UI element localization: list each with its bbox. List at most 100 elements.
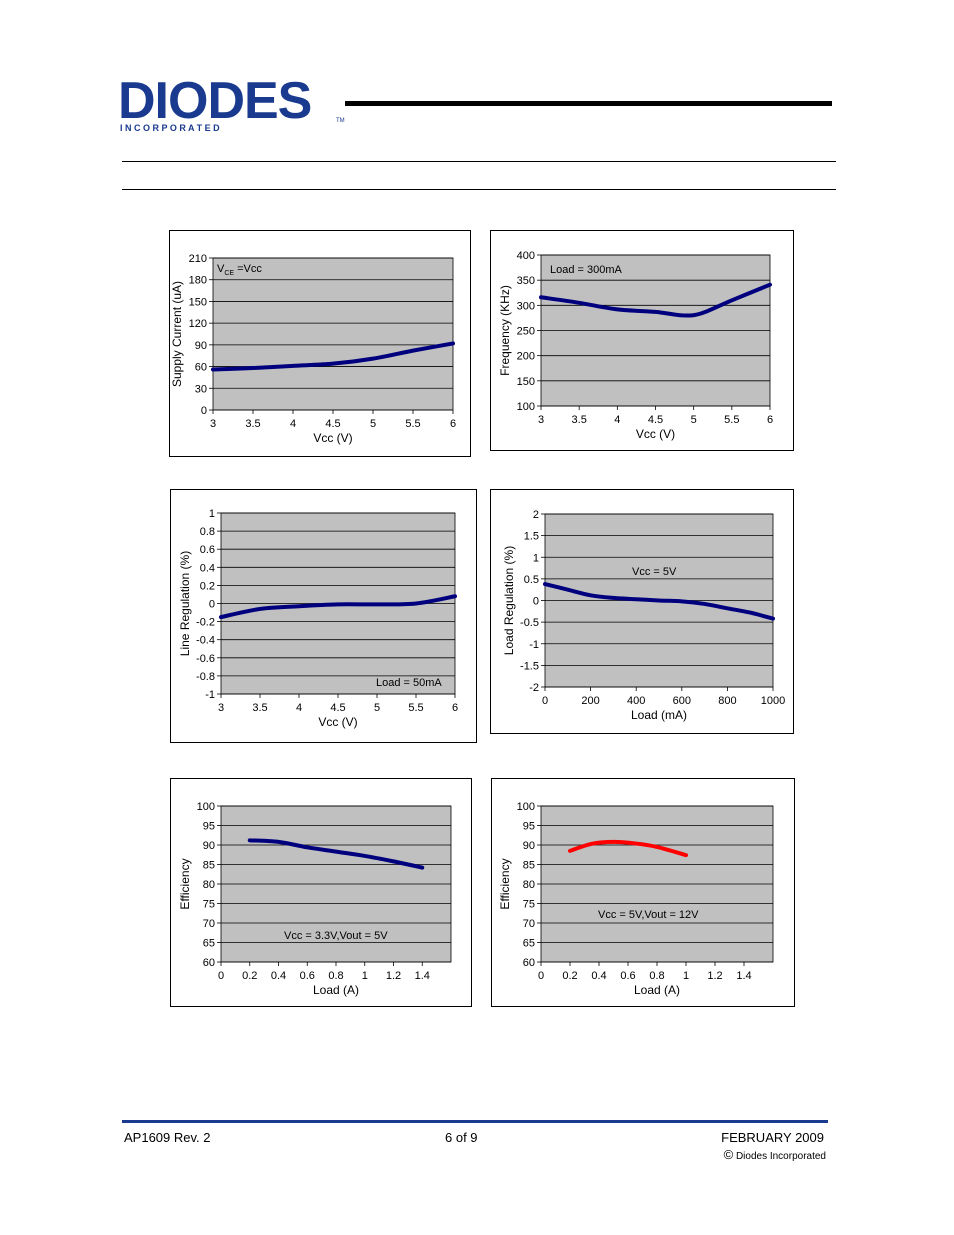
x-tick-label: 3.5 [252, 702, 267, 714]
data-point [681, 314, 683, 316]
data-point [252, 367, 254, 369]
x-tick-label: 4 [296, 702, 302, 714]
chart-efficiency-12v: 60 65 70 75 80 85 90 95 100 0 0.2 0.4 0.6 0.8 1 1.2 1.4 L… [491, 778, 795, 1007]
data-point [731, 299, 733, 301]
x-tick-label: 800 [718, 695, 736, 707]
y-tick-label: 350 [517, 275, 535, 287]
footer-part-number: AP1609 Rev. 2 [124, 1130, 211, 1145]
data-point [454, 595, 456, 597]
data-point [590, 594, 592, 596]
data-point [332, 363, 334, 365]
chart-annotation: Load = 300mA [550, 264, 623, 276]
diodes-logo: DIODES I N C O R P O R A T E D TM [118, 72, 348, 134]
x-axis-label: Load (A) [634, 983, 680, 997]
x-tick-label: 3.5 [572, 414, 587, 426]
chart-supply-current: 0 30 60 90 120 150 180 210 3 3.5 4 4.5 5 5.5 6 Vcc (V) S… [169, 230, 471, 457]
data-point [656, 846, 658, 848]
x-tick-label: 0.6 [620, 970, 635, 982]
logo-wordmark: DIODES [118, 72, 311, 130]
data-point [393, 860, 394, 862]
chart-load-regulation: -2 -1.5 -1 -0.5 0 0.5 1 1.5 2 0 200 400 600 800 1000 Lo… [490, 489, 794, 734]
x-tick-label: 4 [614, 414, 620, 426]
chart-efficiency-5v: 60 65 70 75 80 85 90 95 100 0 0.2 0.4 0.6 0.8 1 1.2 1.4 L… [170, 778, 472, 1007]
x-tick-label: 6 [767, 414, 773, 426]
y-tick-label: 70 [203, 918, 215, 930]
y-tick-label: -1 [529, 639, 539, 651]
data-point [376, 603, 378, 605]
data-point [726, 607, 728, 609]
data-point [769, 284, 771, 286]
x-tick-label: 6 [450, 418, 456, 430]
y-tick-label: 0 [201, 405, 207, 417]
y-tick-label: 65 [203, 938, 215, 950]
y-tick-label: 150 [189, 296, 207, 308]
data-point [421, 867, 423, 869]
x-tick-label: 0.8 [328, 970, 343, 982]
x-tick-label: 5.5 [724, 414, 739, 426]
y-tick-label: 90 [523, 840, 535, 852]
data-point [306, 846, 308, 848]
y-tick-label: -0.8 [196, 671, 215, 683]
chart-annotation: VCE =Vcc [217, 263, 262, 277]
y-tick-label: 0.8 [200, 526, 215, 538]
y-tick-label: 1 [533, 552, 539, 564]
data-point [415, 603, 417, 604]
x-tick-label: 0 [218, 970, 224, 982]
x-tick-label: 4 [290, 418, 296, 430]
x-tick-label: 200 [581, 695, 599, 707]
y-tick-label: 60 [523, 957, 535, 969]
y-tick-label: 300 [517, 300, 535, 312]
x-tick-label: 400 [627, 695, 645, 707]
y-tick-label: 180 [189, 275, 207, 287]
x-tick-label: 600 [673, 695, 691, 707]
y-tick-label: 60 [203, 957, 215, 969]
y-tick-label: -0.6 [196, 653, 215, 665]
data-point [635, 598, 637, 600]
y-tick-label: 0 [533, 596, 539, 608]
data-point [591, 843, 593, 845]
x-tick-label: 4.5 [648, 414, 663, 426]
header-rule [345, 101, 832, 106]
y-tick-label: 100 [197, 801, 215, 813]
x-tick-label: 1.4 [415, 970, 430, 982]
y-tick-label: -1 [205, 689, 215, 701]
y-tick-label: -0.4 [196, 635, 215, 647]
x-tick-label: 6 [452, 702, 458, 714]
x-tick-label: 0.4 [271, 970, 286, 982]
y-tick-label: 0 [209, 599, 215, 611]
data-point [220, 616, 222, 618]
y-tick-label: 0.6 [200, 544, 215, 556]
footer-rule [122, 1120, 828, 1123]
y-axis-label: Frequency (KHz) [498, 285, 512, 376]
y-tick-label: 85 [523, 860, 535, 872]
divider-top [122, 161, 836, 162]
data-point [700, 312, 702, 314]
data-point [544, 583, 546, 585]
data-point [613, 841, 614, 843]
data-point [259, 608, 261, 610]
y-tick-label: 1 [209, 508, 215, 520]
footer-copyright: © Diodes Incorporated [724, 1147, 826, 1162]
chart-annotation: Vcc = 5V,Vout = 12V [598, 909, 699, 921]
annotation-subscript: CE [224, 270, 234, 277]
data-point [634, 842, 636, 844]
data-point [292, 365, 294, 367]
y-tick-label: 400 [517, 250, 535, 262]
data-point [567, 589, 569, 591]
data-point [278, 841, 279, 843]
data-point [772, 618, 774, 620]
y-axis-label: Line Regulation (%) [178, 551, 192, 656]
y-tick-label: -2 [529, 682, 539, 694]
data-point [249, 839, 251, 841]
x-tick-label: 1.2 [386, 970, 401, 982]
chart-annotation: Vcc = 5V [632, 566, 677, 578]
x-tick-label: 0.4 [591, 970, 606, 982]
divider-bottom [122, 189, 836, 190]
x-tick-label: 0.2 [242, 970, 257, 982]
x-axis-label: Vcc (V) [636, 427, 675, 441]
y-tick-label: 95 [523, 821, 535, 833]
data-point [616, 308, 618, 310]
y-tick-label: -0.2 [196, 617, 215, 629]
x-tick-label: 1.2 [707, 970, 722, 982]
y-tick-label: 80 [523, 879, 535, 891]
